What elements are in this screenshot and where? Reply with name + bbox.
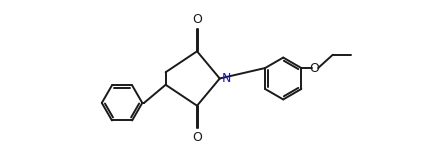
Text: N: N <box>222 72 232 85</box>
Text: O: O <box>310 62 320 75</box>
Text: O: O <box>192 131 202 144</box>
Text: O: O <box>192 13 202 26</box>
